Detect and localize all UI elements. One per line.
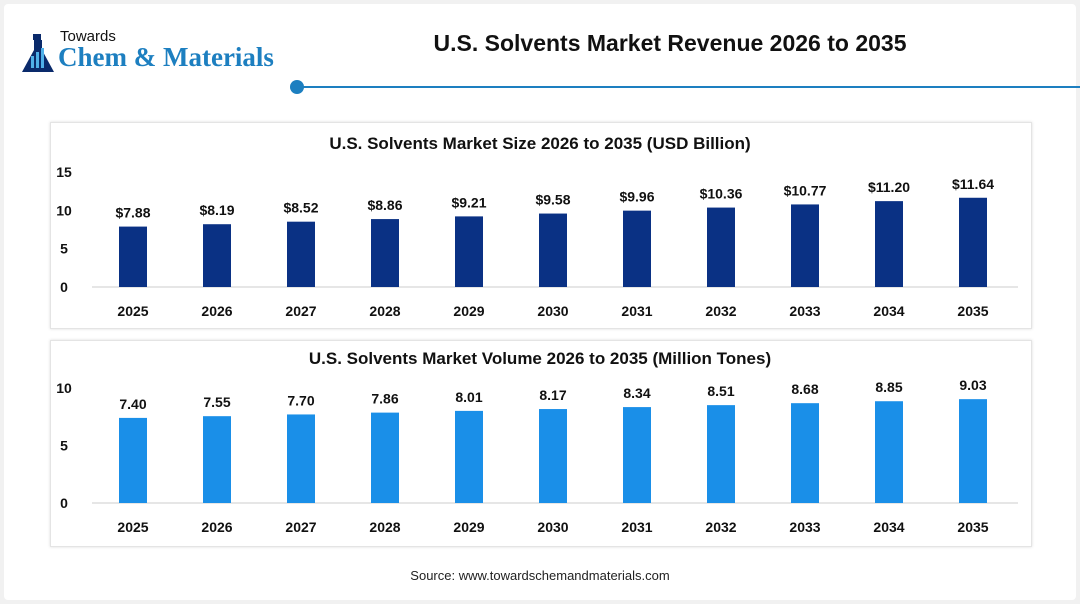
x-tick-label: 2033 [789, 303, 820, 319]
data-label: $8.86 [367, 197, 402, 213]
x-tick-label: 2028 [369, 519, 400, 535]
bar [791, 403, 819, 503]
chart-title: U.S. Solvents Market Size 2026 to 2035 (… [329, 134, 750, 153]
bar [707, 207, 735, 287]
chart-title: U.S. Solvents Market Volume 2026 to 2035… [309, 349, 771, 368]
x-tick-label: 2027 [285, 303, 316, 319]
x-tick-label: 2034 [873, 303, 904, 319]
data-label: $9.96 [619, 189, 654, 205]
data-label: $7.88 [115, 205, 150, 221]
x-tick-label: 2032 [705, 519, 736, 535]
x-tick-label: 2030 [537, 303, 568, 319]
divider-line [298, 86, 1080, 88]
bar [875, 201, 903, 287]
bar [623, 210, 651, 287]
x-tick-label: 2026 [201, 519, 232, 535]
data-label: 7.40 [119, 396, 146, 412]
x-tick-label: 2035 [957, 303, 988, 319]
bar [455, 216, 483, 287]
x-tick-label: 2025 [117, 303, 148, 319]
data-label: 8.34 [623, 385, 650, 401]
data-label: 8.85 [875, 379, 902, 395]
logo-text-main: Chem & Materials [58, 42, 274, 72]
x-tick-label: 2029 [453, 303, 484, 319]
data-label: 8.51 [707, 383, 734, 399]
data-label: 7.55 [203, 394, 230, 410]
data-label: $10.77 [784, 182, 827, 198]
data-label: 8.01 [455, 389, 482, 405]
x-tick-label: 2031 [621, 519, 652, 535]
bar [539, 409, 567, 503]
bar [791, 204, 819, 287]
x-tick-label: 2029 [453, 519, 484, 535]
bar [455, 410, 483, 503]
flask-icon [22, 34, 54, 72]
data-label: $11.64 [952, 176, 994, 192]
x-tick-label: 2031 [621, 303, 652, 319]
x-tick-label: 2027 [285, 519, 316, 535]
x-tick-label: 2028 [369, 303, 400, 319]
divider-dot [290, 80, 304, 94]
x-tick-label: 2025 [117, 519, 148, 535]
bar [875, 401, 903, 503]
data-label: 7.86 [371, 391, 398, 407]
bar [203, 416, 231, 503]
bar [371, 412, 399, 503]
y-tick-label: 10 [56, 380, 72, 396]
bar [959, 197, 987, 287]
bar [959, 399, 987, 503]
y-tick-label: 10 [56, 202, 72, 218]
y-tick-label: 0 [60, 279, 68, 295]
y-tick-label: 5 [60, 438, 68, 454]
x-tick-label: 2035 [957, 519, 988, 535]
y-tick-label: 15 [56, 164, 72, 180]
data-label: $8.52 [283, 200, 318, 216]
data-label: $9.58 [535, 192, 570, 208]
bar [707, 405, 735, 503]
bar [203, 224, 231, 287]
data-label: 9.03 [959, 377, 986, 393]
x-tick-label: 2026 [201, 303, 232, 319]
source-text: Source: www.towardschemandmaterials.com [410, 568, 670, 583]
page-title: U.S. Solvents Market Revenue 2026 to 203… [433, 30, 907, 56]
data-label: $11.20 [868, 179, 910, 195]
data-label: $10.36 [700, 186, 743, 202]
x-tick-label: 2033 [789, 519, 820, 535]
y-tick-label: 0 [60, 495, 68, 511]
data-label: 7.70 [287, 392, 314, 408]
bar [539, 213, 567, 287]
x-tick-label: 2030 [537, 519, 568, 535]
data-label: $8.19 [199, 202, 234, 218]
bar [623, 407, 651, 503]
bar [287, 414, 315, 503]
bar [119, 226, 147, 287]
x-tick-label: 2032 [705, 303, 736, 319]
bar [119, 417, 147, 503]
logo-text-top: Towards [60, 28, 116, 45]
data-label: $9.21 [451, 194, 486, 210]
bar [371, 219, 399, 287]
data-label: 8.68 [791, 381, 818, 397]
data-label: 8.17 [539, 387, 566, 403]
bar [287, 221, 315, 287]
y-tick-label: 5 [60, 241, 68, 257]
x-tick-label: 2034 [873, 519, 904, 535]
